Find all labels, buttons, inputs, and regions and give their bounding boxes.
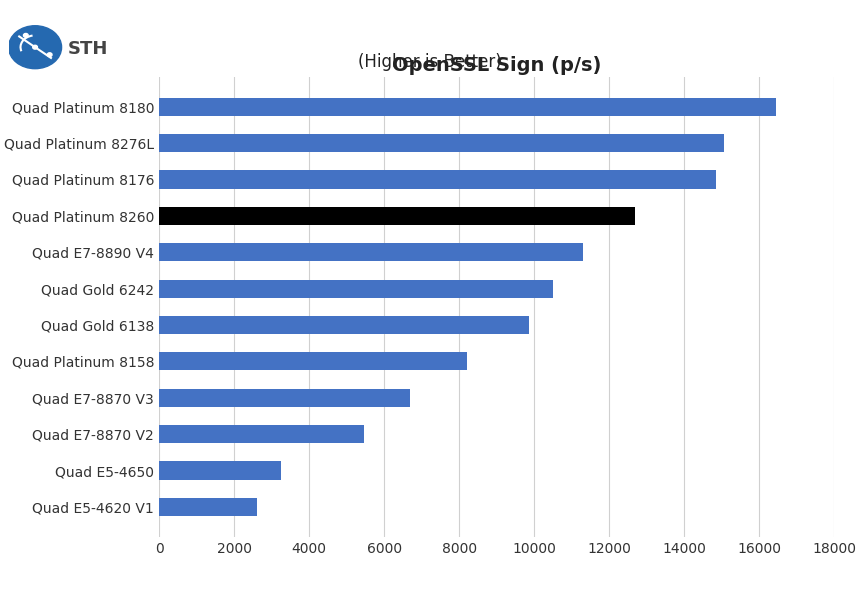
Text: STH: STH bbox=[67, 40, 108, 58]
Title: OpenSSL Sign (p/s): OpenSSL Sign (p/s) bbox=[392, 56, 601, 75]
Circle shape bbox=[33, 45, 38, 49]
Bar bbox=[159, 425, 364, 443]
Bar bbox=[159, 97, 776, 116]
Bar bbox=[159, 461, 281, 480]
Bar bbox=[159, 171, 716, 189]
Bar bbox=[159, 280, 553, 298]
Bar bbox=[159, 134, 723, 152]
Bar bbox=[159, 206, 636, 225]
Circle shape bbox=[9, 26, 62, 68]
Bar bbox=[159, 498, 256, 516]
Circle shape bbox=[47, 53, 52, 57]
Circle shape bbox=[23, 34, 28, 37]
Text: (Higher is Better): (Higher is Better) bbox=[358, 53, 502, 71]
Bar bbox=[159, 352, 467, 371]
Bar bbox=[159, 389, 410, 407]
Bar bbox=[159, 243, 583, 261]
Bar bbox=[159, 316, 529, 334]
